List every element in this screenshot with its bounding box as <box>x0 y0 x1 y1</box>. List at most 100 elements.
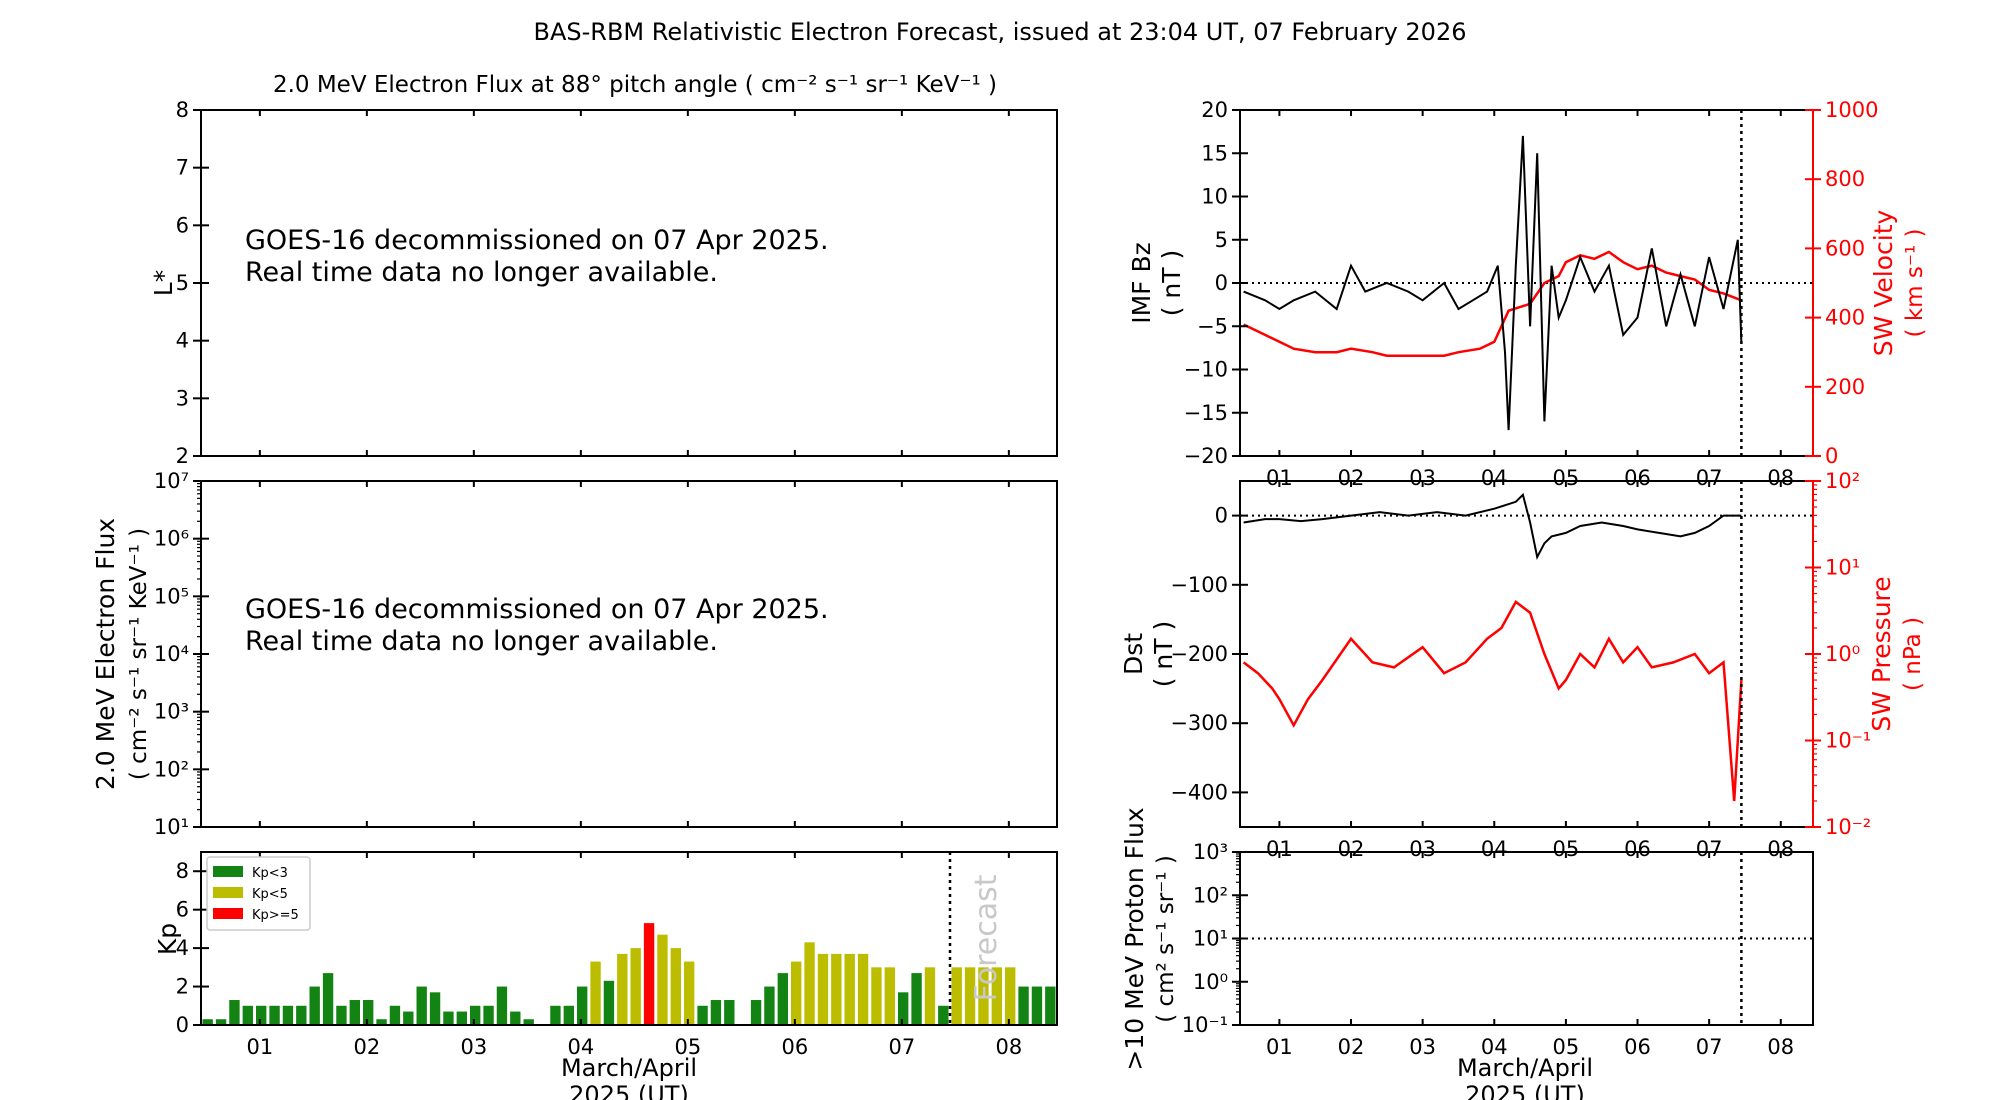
y-tick-label: 10² <box>154 757 189 781</box>
x-tick-label: 07 <box>888 1035 915 1059</box>
y-tick-label: 10⁴ <box>154 642 189 666</box>
kp-bar <box>991 967 1002 1025</box>
y-tick-label: 10⁷ <box>154 469 189 493</box>
kp-bar <box>256 1005 267 1025</box>
kp-bar <box>884 967 895 1025</box>
x-tick-label: 07 <box>1696 1035 1723 1059</box>
kp-bar <box>603 980 615 1025</box>
kp-bar <box>871 967 882 1025</box>
kp-x-label-line1: March/April <box>561 1054 697 1082</box>
y-tick-label: 10 <box>1201 185 1228 209</box>
kp-bar <box>202 1019 213 1025</box>
kp-bar <box>1031 986 1043 1025</box>
kp-bar <box>269 1005 280 1025</box>
kp-legend-low: Kp<3 <box>252 866 288 881</box>
y-tick-label: 5 <box>176 271 189 295</box>
kp-bar <box>429 992 441 1025</box>
dst-y-label-right-line1: SW Pressure <box>1867 576 1896 731</box>
kp-bar <box>684 961 695 1025</box>
kp-x-label-line2: 2025 (UT) <box>569 1081 689 1100</box>
kp-bar <box>750 1000 762 1025</box>
x-tick-label: 08 <box>995 1035 1022 1059</box>
proton-y-ticks: 10⁻¹ 10⁰ 10¹ 10² 10³ <box>1182 840 1248 1037</box>
imf-y-label-right-line1: SW Velocity <box>1869 209 1898 356</box>
proton-x-ticks: 01 02 03 04 05 06 07 08 <box>1266 852 1794 1059</box>
kp-axes-frame <box>200 851 1058 1026</box>
imf-y-label-right-line2: ( km s⁻¹ ) <box>1902 229 1928 338</box>
kp-bar <box>563 1005 574 1025</box>
kp-legend-mid: Kp<5 <box>252 887 288 902</box>
kp-bar <box>724 1000 735 1025</box>
y-tick-label: 800 <box>1825 167 1865 191</box>
kp-bar <box>336 1005 347 1025</box>
y-tick-label: 10⁻¹ <box>1825 729 1871 753</box>
y-tick-label: 4 <box>176 329 189 353</box>
y-tick-label: −10 <box>1184 358 1228 382</box>
y-tick-label: 4 <box>176 936 189 960</box>
kp-bar <box>242 1005 253 1025</box>
kp-x-ticks: 01 02 03 04 05 06 07 08 <box>246 852 1022 1059</box>
x-tick-label: 06 <box>781 1035 808 1059</box>
x-tick-label: 04 <box>567 1035 594 1059</box>
y-tick-label: −100 <box>1170 573 1228 597</box>
kp-bar <box>938 1005 949 1025</box>
kp-bar <box>924 967 936 1025</box>
kp-bar <box>523 1019 534 1025</box>
y-tick-label: −15 <box>1184 401 1228 425</box>
x-tick-label: 01 <box>1266 1035 1293 1059</box>
proton-panel: 10⁻¹ 10⁰ 10¹ 10² 10³ 01 02 03 04 05 06 07 08 >10 Me… <box>1120 807 1814 1100</box>
kp-bar <box>590 961 601 1025</box>
kp-bar <box>643 923 655 1025</box>
kp-legend-high: Kp>=5 <box>252 908 299 923</box>
kp-bar <box>630 948 641 1025</box>
kp-bar <box>710 1000 722 1025</box>
kp-bar <box>670 948 681 1025</box>
kp-bar <box>349 1000 360 1025</box>
kp-bar <box>844 953 855 1025</box>
kp-bar <box>416 986 427 1025</box>
imf-y-label-left-line1: IMF Bz <box>1127 242 1156 324</box>
kp-bar <box>777 973 788 1025</box>
y-tick-label: 400 <box>1825 306 1865 330</box>
y-tick-label: 10³ <box>154 700 189 724</box>
proton-y-label-line2: ( cm² s⁻¹ sr⁻¹ ) <box>1153 855 1179 1023</box>
y-tick-label: 5 <box>1215 228 1228 252</box>
y-tick-label: 0 <box>1215 271 1228 295</box>
dst-panel: −400 −300 −200 −100 0 10⁻² 10⁻¹ 10⁰ 10¹ 10² 01 02… <box>1119 469 1926 861</box>
kp-bar <box>804 942 815 1025</box>
x-tick-label: 06 <box>1624 1035 1651 1059</box>
x-tick-label: 08 <box>1767 1035 1794 1059</box>
kp-bar <box>617 953 628 1025</box>
kp-bar <box>978 967 989 1025</box>
y-tick-label: 2 <box>176 975 189 999</box>
kp-legend-swatch-low <box>213 866 243 877</box>
kp-legend: Kp<3 Kp<5 Kp>=5 <box>206 856 311 931</box>
eflux-y-ticks: 10¹ 10² 10³ 10⁴ 10⁵ 10⁶ 10⁷ <box>154 469 209 839</box>
kp-bar <box>470 1005 481 1025</box>
kp-bar <box>229 1000 240 1025</box>
kp-bar <box>898 992 909 1025</box>
kp-legend-swatch-mid <box>213 887 243 898</box>
kp-bar <box>389 1005 401 1025</box>
kp-bar <box>403 1011 414 1025</box>
y-tick-label: 10⁵ <box>154 584 189 608</box>
lstar-y-ticks: 2 3 4 5 6 7 8 <box>176 98 209 468</box>
y-tick-label: 6 <box>176 213 189 237</box>
y-tick-label: 0 <box>1215 504 1228 528</box>
y-tick-label: 10¹ <box>154 815 189 839</box>
proton-y-label-line1: >10 MeV Proton Flux <box>1120 807 1149 1070</box>
kp-bar <box>657 934 668 1025</box>
y-tick-label: 20 <box>1201 98 1228 122</box>
kp-legend-swatch-high <box>213 908 243 919</box>
sw-pressure-series <box>1242 600 1743 802</box>
kp-bar <box>550 1005 561 1025</box>
x-tick-label: 02 <box>353 1035 380 1059</box>
kp-bar <box>322 973 334 1025</box>
dst-y-ticks-right: 10⁻² 10⁻¹ 10⁰ 10¹ 10² <box>1805 469 1871 839</box>
y-tick-label: −200 <box>1170 642 1228 666</box>
eflux-y-label-line1: 2.0 MeV Electron Flux <box>91 518 120 790</box>
dst-series <box>1243 492 1742 561</box>
